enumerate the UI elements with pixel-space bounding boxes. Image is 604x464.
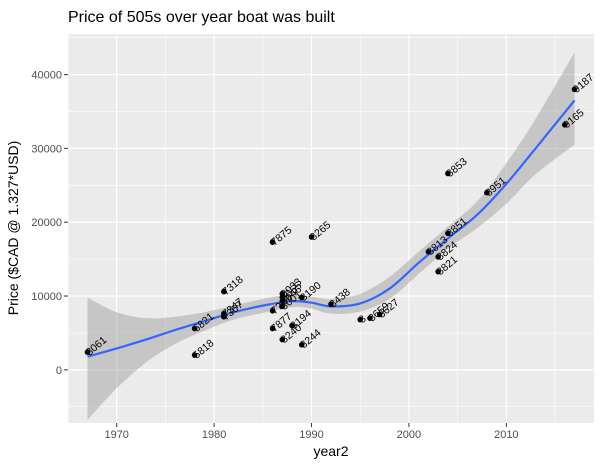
y-tick-label: 20000 <box>31 217 62 229</box>
data-point <box>289 322 295 329</box>
data-point <box>191 325 198 332</box>
data-point <box>84 349 91 355</box>
y-tick-label: 30000 <box>31 143 62 155</box>
data-point <box>269 325 276 332</box>
data-point <box>298 294 305 301</box>
confidence-band <box>87 52 575 421</box>
data-point <box>191 352 198 358</box>
data-point <box>308 234 315 240</box>
x-tick-label: 1980 <box>202 429 226 441</box>
x-tick-label: 1970 <box>104 429 128 441</box>
smooth-line <box>87 99 576 358</box>
data-point <box>279 298 286 305</box>
data-point <box>376 311 383 318</box>
y-axis-title: Price ($CAD @ 1.327*USD) <box>5 141 21 316</box>
data-point <box>269 239 276 245</box>
y-tick-label: 0 <box>56 365 62 377</box>
x-tick-label: 2010 <box>494 429 518 441</box>
x-axis-ticks: 1970 1980 1990 2000 2010 <box>104 423 519 441</box>
data-point <box>328 301 334 307</box>
data-point <box>298 341 305 348</box>
data-point <box>435 268 441 275</box>
data-point <box>279 336 286 343</box>
x-axis-title: year2 <box>313 443 348 459</box>
grid-major <box>68 34 594 423</box>
y-tick-label: 10000 <box>31 291 62 303</box>
data-point <box>561 121 568 128</box>
x-tick-label: 2000 <box>397 429 421 441</box>
data-point <box>279 303 286 310</box>
y-tick-label: 40000 <box>31 70 62 82</box>
data-point <box>445 170 451 177</box>
data-point <box>425 248 432 255</box>
data-point <box>435 254 441 260</box>
data-point <box>571 86 578 93</box>
data-point <box>221 288 227 295</box>
data-point <box>367 315 373 321</box>
data-point <box>445 230 451 237</box>
y-axis-ticks: 0 10000 20000 30000 40000 <box>31 70 68 377</box>
data-point <box>221 313 227 320</box>
data-point <box>269 308 276 314</box>
x-tick-label: 1990 <box>299 429 323 441</box>
data-point <box>357 316 364 323</box>
data-point <box>484 189 490 196</box>
chart-title: Price of 505s over year boat was built <box>68 9 335 26</box>
